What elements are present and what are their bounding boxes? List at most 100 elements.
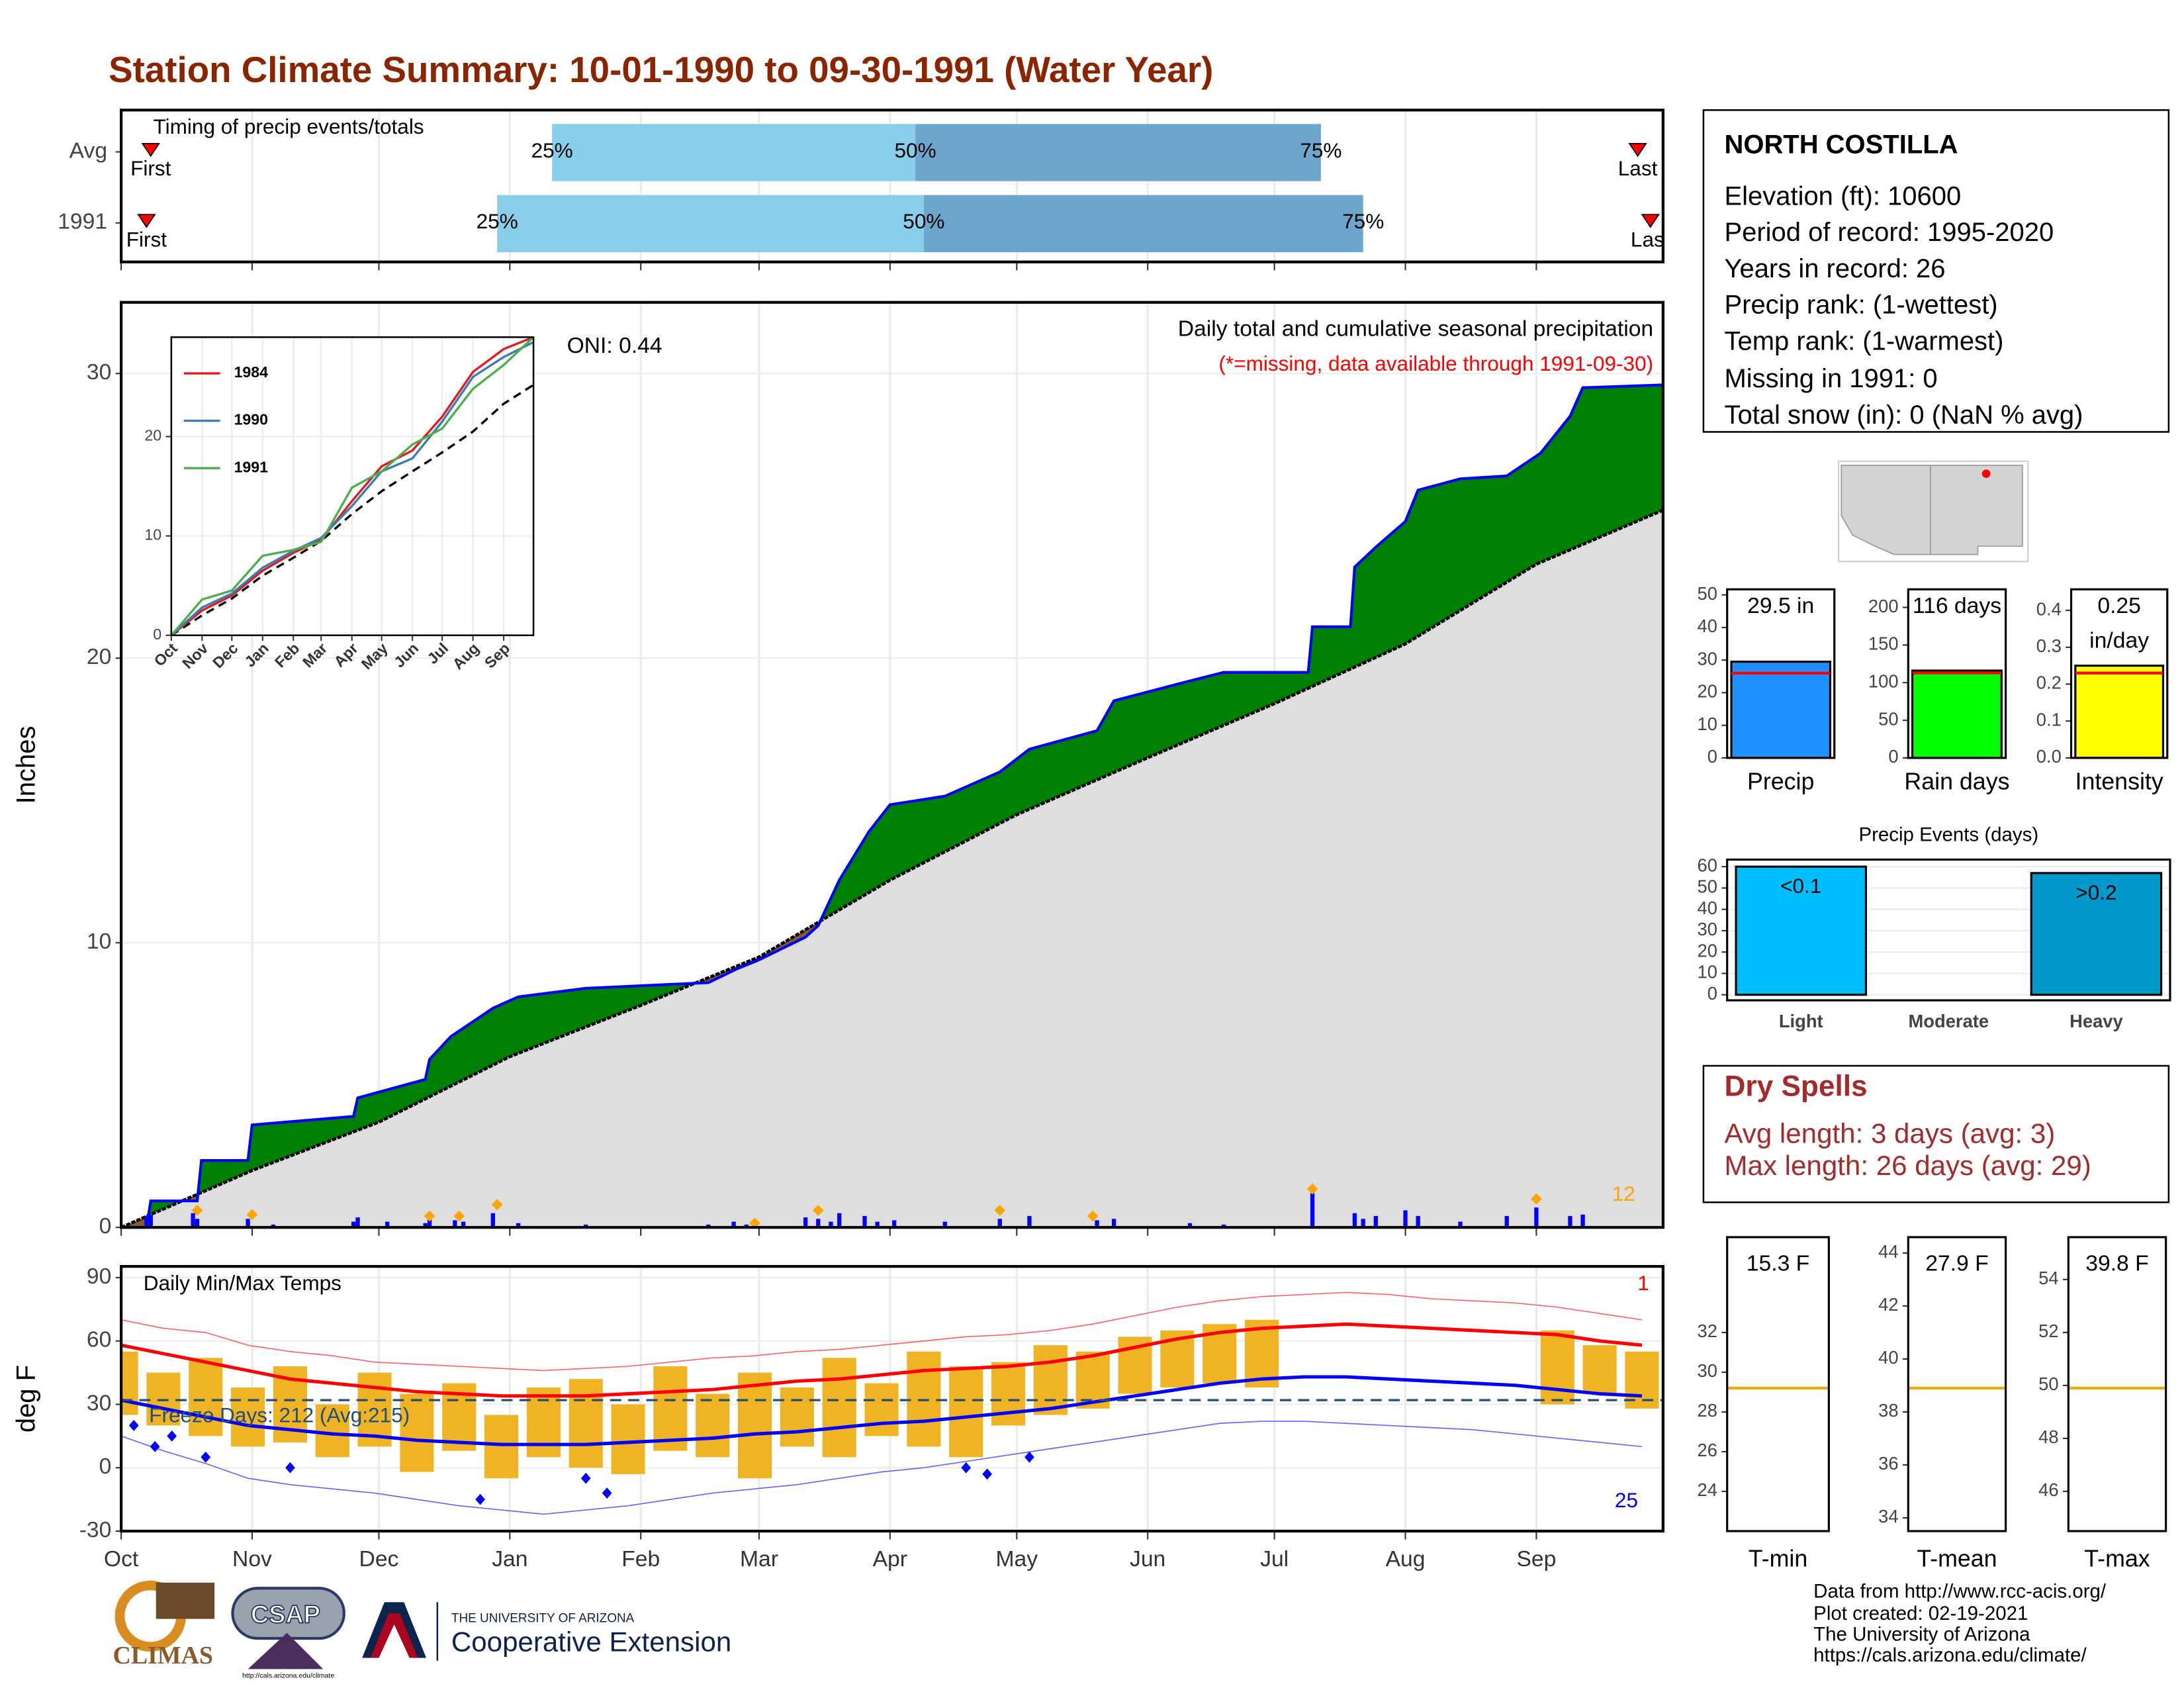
y-tick-label: 30 (87, 360, 111, 385)
daily-temp-bar (780, 1387, 814, 1447)
y-tick-label: 34 (1878, 1506, 1898, 1526)
event-marker (141, 142, 160, 158)
panel-frame (119, 109, 1664, 263)
daily-precip-bar (1352, 1213, 1357, 1228)
panel-background (2068, 1237, 2166, 1531)
daily-precip-bar (1416, 1215, 1420, 1228)
daily-temp-bar (991, 1362, 1026, 1426)
record-low-marker (580, 1472, 591, 1484)
legend-label: 1984 (234, 363, 269, 381)
category-label: Intensity (2075, 768, 2163, 794)
footer-line: Data from http://www.rcc-acis.org/ (1813, 1580, 2107, 1602)
chart-title: Precip Events (days) (1858, 824, 2038, 846)
x-axis-label: T-min (1749, 1546, 1807, 1572)
station-line: Period of record: 1995-2020 (1724, 218, 2054, 247)
x-tick-label: May (995, 1547, 1038, 1571)
y-tick-label: 24 (1698, 1479, 1717, 1500)
y-tick-label: 0 (1707, 983, 1717, 1004)
series-line (171, 337, 534, 635)
timing-rows: Timing of precip events/totals 25% 50% 75% F… (126, 115, 1670, 252)
daily-precip-bar (1580, 1214, 1585, 1228)
quantile-label: 50% (895, 138, 936, 162)
daily-temp-bar (1244, 1319, 1279, 1387)
logo-text: CLIMAS (113, 1642, 213, 1669)
logo-url: http://cals.arizona.edu/climate (242, 1672, 334, 1680)
station-box (1702, 109, 2170, 433)
y-tick-label: 0 (99, 1454, 112, 1479)
panel-frame (119, 301, 1664, 1229)
panel-frame (2070, 588, 2169, 759)
y-tick-label: 10 (1698, 714, 1717, 734)
event-marker (137, 214, 156, 228)
y-tick-label: 48 (2038, 1427, 2058, 1447)
daily-precip-bar (148, 1214, 153, 1228)
bar (1911, 669, 2003, 759)
category-label: Heavy (2070, 1011, 2123, 1031)
reference-line (171, 383, 534, 635)
row-label: 1991 (58, 210, 107, 234)
dry-spells-box (1702, 1064, 2170, 1203)
y-axis-title: deg F (12, 1365, 41, 1432)
bar (2074, 665, 2165, 759)
flag-marker (246, 1209, 258, 1221)
daily-precip-bar (1221, 1224, 1226, 1228)
legend-label: 1991 (234, 458, 269, 475)
daily-temp-bar (696, 1393, 730, 1458)
daily-precip-bar (1027, 1215, 1032, 1228)
logo-a-inner (370, 1613, 418, 1658)
bar (1730, 661, 1832, 759)
logo-text: CSAP (251, 1601, 320, 1628)
bar-label: >0.2 (2075, 880, 2116, 904)
daily-precip-bar (816, 1219, 821, 1228)
event-marker (1628, 142, 1647, 158)
y-tick-label: 28 (1698, 1400, 1717, 1421)
value-label: 116 days (1912, 594, 2002, 619)
flag-marker (994, 1204, 1006, 1216)
daily-precip-bar (706, 1224, 711, 1228)
daily-precip-bar (246, 1219, 250, 1228)
daily-precip-bar (1504, 1215, 1509, 1228)
flag-marker (1087, 1210, 1099, 1222)
daily-temp-bar (400, 1393, 434, 1472)
daily-precip-bar (1095, 1220, 1099, 1228)
daily-precip-bar (423, 1223, 428, 1228)
quantile-label: 25% (531, 138, 573, 162)
event-label: Last (1618, 156, 1658, 180)
value-label-box: 0.25 in/day (2089, 595, 2149, 653)
record-low-marker (167, 1430, 177, 1442)
daily-precip-bar (144, 1215, 149, 1228)
record-low-marker (961, 1462, 972, 1474)
y-tick-label: 44 (1878, 1241, 1898, 1262)
record-low-count: 25 (1615, 1488, 1638, 1512)
panel-frame (2067, 1236, 2167, 1532)
quantile-bar (552, 124, 916, 181)
record-low-marker (602, 1487, 612, 1499)
y-tick-label: 0.2 (2036, 673, 2062, 693)
daily-precip-bar (191, 1213, 195, 1228)
panel-frame (1907, 1236, 2007, 1532)
series-line (171, 337, 534, 635)
station-line: Missing in 1991: 0 (1724, 364, 1937, 393)
event-label: Last (1631, 227, 1670, 251)
daily-precip-bar (1187, 1223, 1193, 1228)
logo-text: Cooperative Extension (451, 1626, 731, 1658)
y-tick-label: 0.4 (2036, 598, 2062, 619)
flag-marker (812, 1204, 824, 1216)
value-label: 27.9 F (1925, 1252, 1989, 1276)
x-tick-label: Oct (104, 1547, 139, 1571)
y-tick-label: 50 (1698, 876, 1717, 897)
average-area (121, 510, 1663, 1228)
daily-precip-bar (942, 1221, 947, 1228)
y-tick-label: 38 (1878, 1400, 1898, 1421)
csap-logo: CSAP http://cals.arizona.edu/climate (231, 1587, 345, 1680)
y-tick-label: 0.3 (2036, 635, 2062, 656)
value-label-box: 27.9 F (1925, 1252, 1989, 1276)
daily-temp-bar (1540, 1330, 1574, 1405)
y-tick-label: 40 (1878, 1347, 1898, 1368)
record-high-count: 1 (1637, 1271, 1649, 1295)
daily-precip-bar (427, 1219, 432, 1228)
dry-spells-title: Dry Spells (1724, 1070, 1867, 1102)
station-line: Elevation (ft): 10600 (1724, 181, 1961, 211)
station-line: Total snow (in): 0 (NaN % avg) (1724, 400, 2083, 430)
